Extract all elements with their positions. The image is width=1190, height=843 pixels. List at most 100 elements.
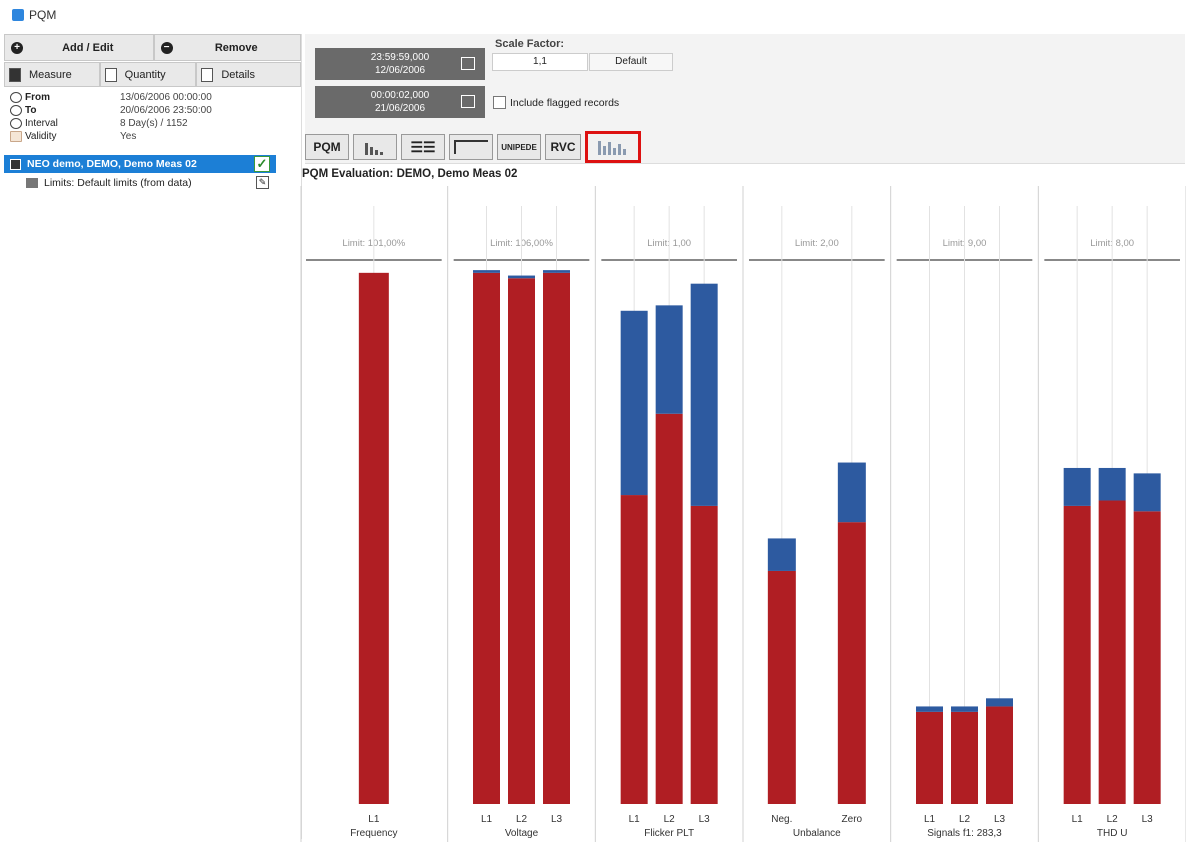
bar-chart-view-button[interactable] bbox=[585, 131, 641, 163]
bar-blue-segment bbox=[986, 698, 1013, 707]
group-label: Unbalance bbox=[793, 828, 841, 839]
tab-details[interactable]: Details bbox=[196, 62, 301, 87]
add-edit-button[interactable]: + Add / Edit bbox=[4, 34, 154, 61]
bar-red-segment bbox=[690, 505, 718, 804]
validity-icon bbox=[10, 131, 22, 142]
window-title: PQM bbox=[29, 8, 57, 22]
info-key: Validity bbox=[25, 131, 57, 142]
info-value: 8 Day(s) / 1152 bbox=[120, 118, 188, 129]
table-icon: ☰☰ bbox=[410, 138, 436, 155]
bar-tick-label: Zero bbox=[842, 814, 863, 825]
bar-blue-segment bbox=[655, 305, 683, 414]
bar-blue-segment bbox=[767, 538, 796, 571]
include-flagged-checkbox[interactable] bbox=[493, 96, 506, 109]
rvc-view-button[interactable]: RVC bbox=[545, 134, 581, 160]
pqm-view-button[interactable]: PQM bbox=[305, 134, 349, 160]
edit-icon[interactable]: ✎ bbox=[256, 176, 269, 189]
bar-red-segment bbox=[1098, 500, 1126, 804]
check-icon[interactable]: ✓ bbox=[254, 156, 270, 172]
bar-red-segment bbox=[1133, 511, 1161, 804]
table-view-button[interactable]: ☰☰ bbox=[401, 134, 445, 160]
bar-red-segment bbox=[508, 278, 535, 804]
remove-button[interactable]: − Remove bbox=[153, 34, 301, 61]
default-button[interactable]: Default bbox=[589, 53, 673, 71]
bar-tick-label: Neg. bbox=[771, 814, 792, 825]
group-label: THD U bbox=[1097, 828, 1128, 839]
start-date: 12/06/2006 bbox=[374, 65, 426, 76]
bar-blue-segment bbox=[473, 270, 500, 273]
end-date: 21/06/2006 bbox=[374, 103, 426, 114]
details-icon bbox=[201, 67, 214, 82]
bar-blue-segment bbox=[1063, 467, 1091, 506]
tab-quantity[interactable]: Quantity bbox=[99, 62, 197, 87]
info-panel: From 13/06/2006 00:00:00 To 20/06/2006 23:… bbox=[4, 87, 301, 147]
info-key: To bbox=[25, 105, 37, 116]
bar-red-segment bbox=[837, 522, 866, 804]
include-flagged-label: Include flagged records bbox=[510, 96, 620, 109]
limits-icon bbox=[26, 178, 38, 188]
bar-blue-segment bbox=[508, 275, 535, 279]
info-interval: Interval 8 Day(s) / 1152 bbox=[10, 117, 295, 130]
quantity-icon bbox=[104, 67, 117, 82]
group-label: Signals f1: 283,3 bbox=[927, 828, 1002, 839]
bar-tick-label: L2 bbox=[1107, 814, 1119, 825]
bar-tick-label: L1 bbox=[629, 814, 641, 825]
info-value: 13/06/2006 00:00:00 bbox=[120, 92, 212, 103]
start-date-picker[interactable]: 23:59:59,000 12/06/2006 bbox=[315, 48, 485, 80]
chart-title: PQM Evaluation: DEMO, Demo Meas 02 bbox=[302, 168, 518, 180]
histogram-icon bbox=[365, 139, 385, 155]
bar-red-segment bbox=[1063, 505, 1091, 804]
info-key: Interval bbox=[25, 118, 58, 129]
limit-label: Limit: 2,00 bbox=[795, 238, 839, 249]
measurement-label: NEO demo, DEMO, Demo Meas 02 bbox=[27, 158, 197, 170]
clock-icon bbox=[10, 105, 22, 116]
calendar-icon bbox=[461, 57, 475, 70]
scale-factor-input[interactable]: 1,1 bbox=[492, 53, 588, 71]
unipede-label: UNIPEDE bbox=[501, 142, 537, 152]
end-date-picker[interactable]: 00:00:02,000 21/06/2006 bbox=[315, 86, 485, 118]
histogram-view-button[interactable] bbox=[353, 134, 397, 160]
bar-tick-label: L1 bbox=[924, 814, 936, 825]
include-flagged[interactable]: Include flagged records bbox=[493, 96, 619, 109]
rvc-label: RVC bbox=[550, 140, 576, 154]
tab-quantity-label: Quantity bbox=[124, 68, 166, 81]
bar-tick-label: L1 bbox=[481, 814, 493, 825]
end-time: 00:00:02,000 bbox=[370, 90, 430, 101]
measurement-item[interactable]: NEO demo, DEMO, Demo Meas 02 ✓ bbox=[4, 155, 276, 173]
bar-blue-segment bbox=[916, 706, 943, 712]
group-label: Flicker PLT bbox=[644, 828, 694, 839]
bar-tick-label: L3 bbox=[994, 814, 1006, 825]
view-toolbar: PQM ☰☰ UNIPEDE RVC bbox=[305, 131, 645, 163]
group-label: Frequency bbox=[350, 828, 397, 839]
info-key: From bbox=[25, 92, 50, 103]
left-panel: + Add / Edit − Remove Measure Quantity D… bbox=[4, 34, 302, 839]
curve-view-button[interactable] bbox=[449, 134, 493, 160]
bar-blue-segment bbox=[1133, 473, 1161, 512]
bar-tick-label: L2 bbox=[664, 814, 676, 825]
clock-icon bbox=[10, 118, 22, 129]
bar-chart-icon bbox=[598, 139, 628, 155]
bar-blue-segment bbox=[690, 283, 718, 506]
add-edit-label: Add / Edit bbox=[62, 41, 114, 54]
bar-red-segment bbox=[473, 272, 500, 805]
bar-red-segment bbox=[543, 272, 570, 805]
tab-measure[interactable]: Measure bbox=[4, 62, 100, 87]
bar-tick-label: L3 bbox=[551, 814, 563, 825]
clock-icon bbox=[10, 92, 22, 103]
tab-measure-label: Measure bbox=[29, 68, 72, 81]
chart-area: Limit: 101,00% L1 Frequency Limit: 106,00% L… bbox=[300, 186, 1187, 842]
info-from: From 13/06/2006 00:00:00 bbox=[10, 91, 295, 104]
calendar-icon bbox=[461, 95, 475, 108]
unipede-view-button[interactable]: UNIPEDE bbox=[497, 134, 541, 160]
bar-red-segment bbox=[916, 711, 943, 804]
bar-blue-segment bbox=[837, 462, 866, 523]
bar-blue-segment bbox=[543, 270, 570, 273]
limits-item[interactable]: Limits: Default limits (from data) ✎ bbox=[4, 175, 276, 191]
info-value: Yes bbox=[120, 131, 137, 142]
bar-red-segment bbox=[620, 495, 648, 804]
measurement-icon bbox=[10, 158, 21, 170]
info-value: 20/06/2006 23:50:00 bbox=[120, 105, 212, 116]
plus-icon: + bbox=[11, 41, 23, 54]
minus-icon: − bbox=[160, 41, 173, 54]
bar-blue-segment bbox=[951, 706, 978, 712]
